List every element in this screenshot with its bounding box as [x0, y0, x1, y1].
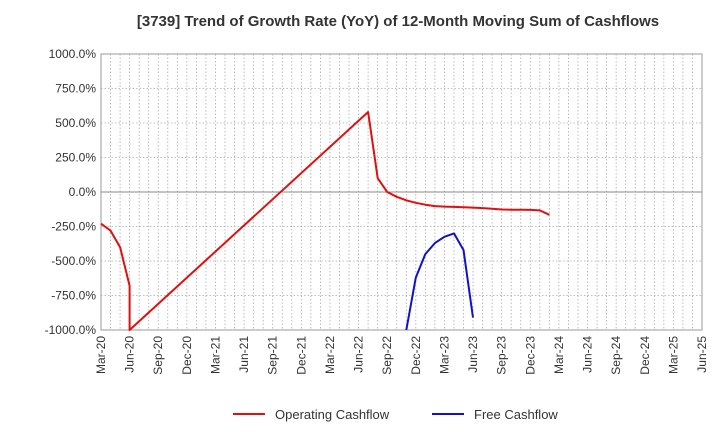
plot-area [100, 53, 703, 331]
legend-label: Free Cashflow [474, 407, 558, 422]
y-tick-label: 250.0% [55, 151, 96, 165]
x-tick-label: Sep-22 [380, 336, 394, 375]
x-tick-label: Sep-21 [266, 336, 280, 375]
y-tick-label: -750.0% [51, 289, 96, 303]
x-tick-label: Sep-23 [495, 336, 509, 375]
series-lines [100, 111, 550, 331]
x-tick-label: Dec-24 [638, 336, 652, 375]
x-tick-label: Dec-23 [523, 336, 537, 375]
y-tick-label: -1000.0% [45, 323, 97, 337]
y-axis: 1000.0% 750.0% 500.0% 250.0% 0.0% -250.0% -500… [45, 47, 97, 337]
x-tick-label: Sep-20 [151, 336, 165, 375]
series-line [100, 111, 550, 331]
y-tick-label: -500.0% [51, 254, 96, 268]
x-tick-label: Jun-25 [695, 336, 709, 373]
y-tick-label: 1000.0% [49, 47, 97, 61]
x-tick-label: Jun-24 [581, 336, 595, 373]
chart-title: [3739] Trend of Growth Rate (YoY) of 12-… [137, 13, 659, 30]
series-line [405, 232, 474, 331]
x-tick-label: Mar-21 [208, 336, 222, 374]
legend: Operating Cashflow Free Cashflow [233, 407, 558, 422]
x-tick-label: Dec-21 [294, 336, 308, 375]
x-axis: Mar-20 Jun-20 Sep-20 Dec-20 Mar-21 Jun-21 Sep-… [94, 336, 709, 375]
x-tick-label: Dec-22 [409, 336, 423, 375]
x-tick-label: Dec-20 [180, 336, 194, 375]
x-tick-label: Sep-24 [609, 336, 623, 375]
x-tick-label: Mar-20 [94, 336, 108, 374]
y-tick-label: 500.0% [55, 116, 96, 130]
x-tick-label: Jun-21 [237, 336, 251, 373]
y-tick-label: -250.0% [51, 220, 96, 234]
x-tick-label: Mar-24 [552, 336, 566, 374]
y-tick-label: 750.0% [55, 82, 96, 96]
x-tick-label: Jun-22 [352, 336, 366, 373]
x-tick-label: Mar-25 [666, 336, 680, 374]
x-tick-label: Jun-20 [123, 336, 137, 373]
grid [101, 53, 702, 331]
x-tick-label: Jun-23 [466, 336, 480, 373]
x-tick-label: Mar-23 [437, 336, 451, 374]
y-tick-label: 0.0% [69, 185, 97, 199]
legend-label: Operating Cashflow [275, 407, 390, 422]
x-tick-label: Mar-22 [323, 336, 337, 374]
